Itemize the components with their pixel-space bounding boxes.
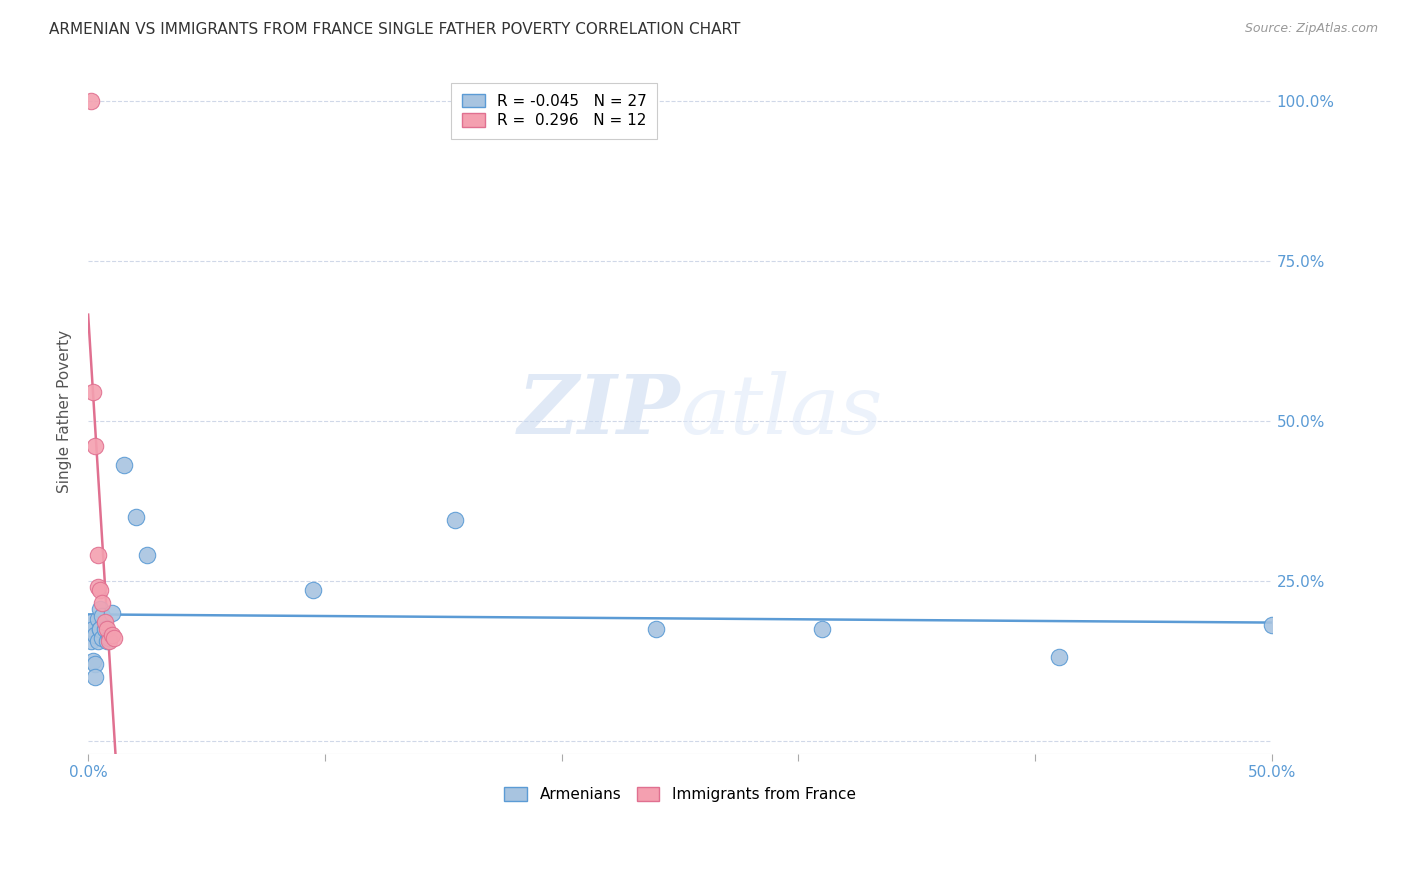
Point (79, 94, 101, 108)
Point (93, 622, 115, 636)
Point (1261, 618, 1284, 632)
Point (86, 612, 108, 626)
Text: ARMENIAN VS IMMIGRANTS FROM FRANCE SINGLE FATHER POVERTY CORRELATION CHART: ARMENIAN VS IMMIGRANTS FROM FRANCE SINGL… (49, 22, 741, 37)
Legend: Armenians, Immigrants from France: Armenians, Immigrants from France (492, 775, 868, 814)
Point (136, 548, 159, 562)
Point (124, 509, 146, 524)
Point (444, 513, 467, 527)
Point (103, 632, 125, 646)
Point (96, 634, 118, 648)
Point (89, 622, 111, 636)
Text: ZIP: ZIP (517, 371, 681, 451)
Point (91, 608, 114, 623)
Point (101, 606, 124, 620)
Point (91, 596, 114, 610)
Point (91, 632, 114, 646)
Point (84, 439, 107, 453)
Point (93, 615, 115, 630)
Point (86, 580, 108, 594)
Point (98, 634, 121, 648)
Point (302, 583, 325, 598)
Point (84, 628, 107, 642)
Point (1047, 650, 1070, 665)
Point (89, 602, 111, 616)
Point (89, 583, 111, 598)
Point (84, 657, 107, 671)
Point (82, 622, 104, 636)
Point (811, 622, 834, 636)
Text: atlas: atlas (681, 371, 883, 451)
Text: Source: ZipAtlas.com: Source: ZipAtlas.com (1244, 22, 1378, 36)
Y-axis label: Single Father Poverty: Single Father Poverty (58, 329, 72, 492)
Point (89, 622, 111, 636)
Point (82, 384, 104, 399)
Point (112, 458, 135, 473)
Point (96, 622, 118, 636)
Point (98, 632, 121, 646)
Point (79, 615, 101, 630)
Point (86, 634, 108, 648)
Point (101, 628, 124, 642)
Point (86, 548, 108, 562)
Point (84, 670, 107, 684)
Point (79, 634, 101, 648)
Point (645, 622, 668, 636)
Point (82, 654, 104, 668)
